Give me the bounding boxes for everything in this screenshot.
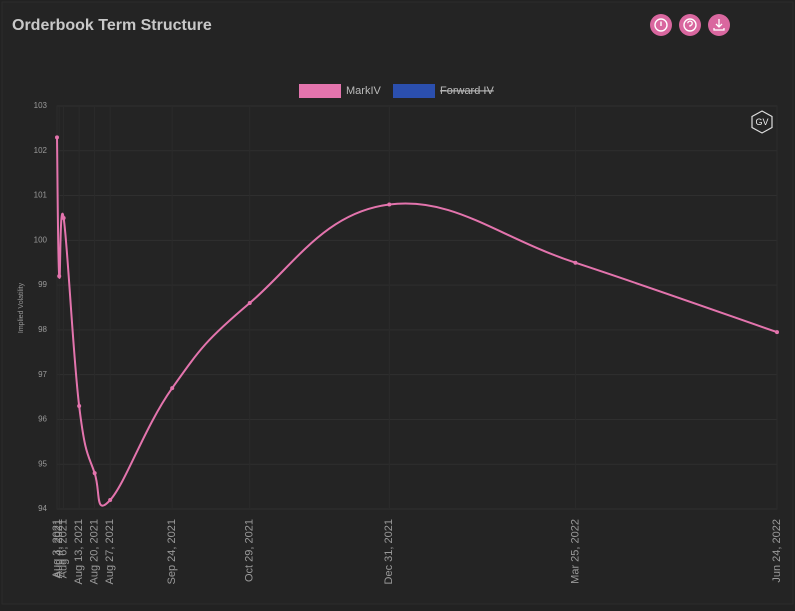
y-tick-label: 98 bbox=[38, 325, 47, 334]
point bbox=[57, 274, 62, 279]
y-tick-label: 102 bbox=[34, 146, 48, 155]
alert-icon bbox=[654, 18, 668, 32]
y-tick-label: 97 bbox=[38, 370, 47, 379]
legend-label: MarkIV bbox=[346, 85, 382, 97]
x-tick-label: Aug 3, 2021 bbox=[51, 519, 63, 578]
logo: GV bbox=[751, 110, 773, 134]
x-tick-label: Aug 27, 2021 bbox=[104, 519, 116, 584]
point bbox=[92, 471, 97, 476]
logo-hex bbox=[751, 110, 773, 134]
download-icon bbox=[713, 19, 725, 31]
legend-label: Forward IV bbox=[440, 85, 494, 97]
legend-swatch bbox=[299, 84, 341, 98]
y-tick-label: 96 bbox=[38, 415, 47, 424]
point bbox=[387, 202, 392, 207]
y-tick-label: 100 bbox=[34, 235, 48, 244]
point bbox=[573, 260, 578, 265]
x-tick-label: Sep 24, 2021 bbox=[166, 519, 178, 584]
logo-text: GV bbox=[755, 117, 768, 127]
x-tick-label: Oct 29, 2021 bbox=[244, 519, 256, 582]
point bbox=[170, 386, 175, 391]
point bbox=[77, 404, 82, 409]
x-tick-label: Aug 6, 2021 bbox=[58, 519, 70, 578]
x-tick-label: Dec 31, 2021 bbox=[383, 519, 395, 584]
y-tick-label: 101 bbox=[34, 191, 48, 200]
y-axis-label: Implied Volatility bbox=[18, 282, 25, 333]
point bbox=[61, 215, 66, 220]
title: Orderbook Term Structure bbox=[12, 17, 212, 34]
help-icon bbox=[683, 18, 697, 32]
point bbox=[108, 498, 113, 503]
point bbox=[247, 301, 252, 306]
point bbox=[775, 330, 779, 335]
y-tick-label: 99 bbox=[38, 280, 47, 289]
x-tick-label: Jun 24, 2022 bbox=[771, 519, 783, 583]
y-tick-label: 95 bbox=[38, 459, 47, 468]
legend-swatch bbox=[393, 84, 435, 98]
x-tick-label: Aug 13, 2021 bbox=[73, 519, 85, 584]
x-tick-label: Aug 20, 2021 bbox=[89, 519, 101, 584]
point bbox=[55, 135, 59, 140]
series-line bbox=[56, 137, 778, 507]
x-tick-label: Mar 25, 2022 bbox=[569, 519, 581, 584]
help-icon bbox=[687, 20, 693, 27]
y-tick-label: 94 bbox=[38, 504, 47, 513]
x-tick-label: Aug 4, 2021 bbox=[53, 519, 65, 578]
y-tick-label: 103 bbox=[34, 101, 48, 110]
toolbar bbox=[650, 14, 730, 36]
